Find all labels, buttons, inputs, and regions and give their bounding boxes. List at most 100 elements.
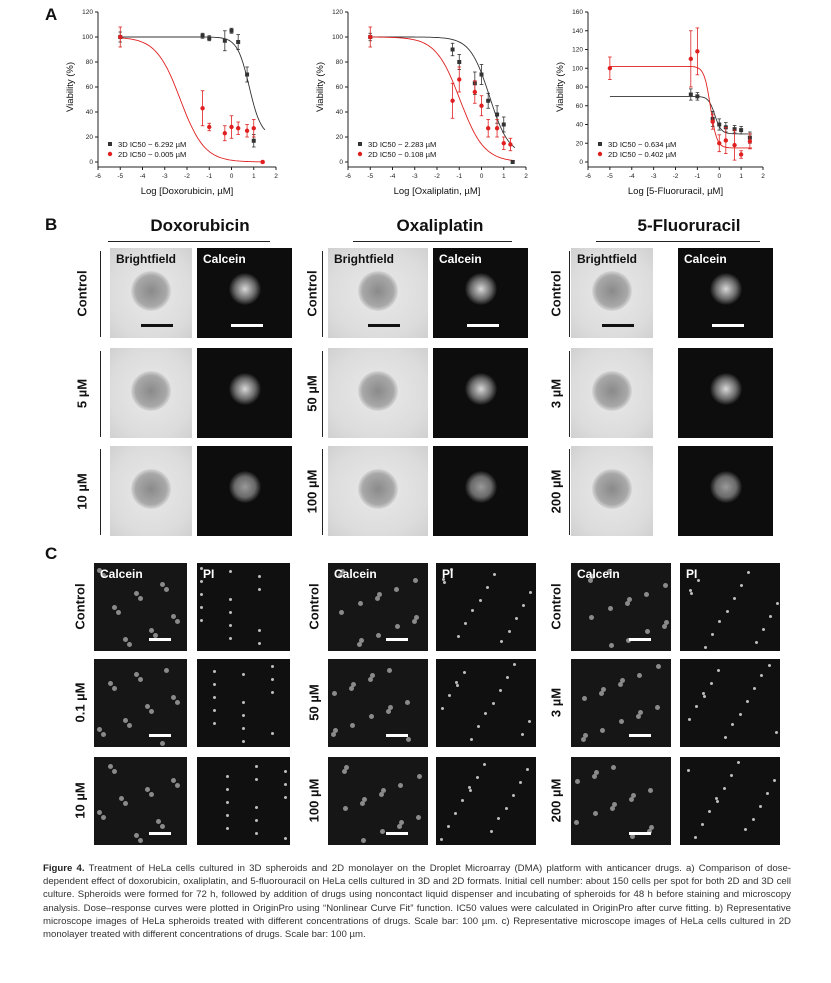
cell-dot: [160, 824, 165, 829]
data-point-2d: [688, 56, 694, 62]
scale-bar: [230, 324, 263, 327]
cell-dot: [343, 806, 348, 811]
y-tick-label: 100: [572, 65, 583, 72]
fit-curve-s3d: [370, 36, 516, 149]
cell-dot: [229, 637, 232, 640]
legend-entry: 3D IC50 ~ 6.292 µM: [118, 140, 186, 149]
cell-dot: [747, 571, 750, 574]
cell-dot: [690, 592, 693, 595]
cell-dot: [200, 606, 203, 609]
cell-dot: [229, 598, 232, 601]
row-label: 200 µM: [548, 469, 564, 514]
x-tick-label: 2: [274, 173, 278, 180]
pi-image: [680, 659, 780, 747]
data-point-2d: [368, 34, 373, 40]
x-tick-label: 1: [252, 173, 256, 180]
cell-dot: [242, 673, 245, 676]
cell-dot: [332, 691, 337, 696]
cell-dot: [484, 712, 487, 715]
calcein-image: [197, 348, 292, 438]
cell-dot: [645, 629, 650, 634]
scale-bar: [629, 832, 651, 835]
scale-bar: [386, 832, 408, 835]
cell-dot: [513, 663, 516, 666]
y-tick-label: 20: [86, 134, 94, 141]
row-label: 100 µM: [304, 469, 320, 514]
y-tick-label: 140: [572, 28, 583, 35]
cell-dot: [649, 825, 654, 830]
cell-dot: [581, 737, 586, 742]
cell-dot: [512, 794, 515, 797]
drug-title-underline: [353, 241, 512, 242]
cell-dot: [471, 609, 474, 612]
cell-dot: [636, 714, 641, 719]
cell-dot: [711, 633, 714, 636]
x-tick-label: 1: [502, 173, 506, 180]
cell-dot: [726, 610, 729, 613]
cell-dot: [470, 738, 473, 741]
spheroid-shape: [358, 271, 398, 311]
cell-dot: [476, 776, 479, 779]
spheroid-shape: [592, 271, 632, 311]
figure-caption-label: Figure 4.: [43, 863, 85, 874]
brightfield-image: [571, 348, 653, 438]
cell-dot: [611, 765, 616, 770]
cell-dot: [609, 643, 614, 648]
cell-dot: [156, 819, 161, 824]
data-point-2d: [118, 34, 123, 40]
cell-dot: [112, 769, 117, 774]
calcein-header: Calcein: [100, 567, 143, 581]
row-label: 50 µM: [304, 375, 320, 412]
cell-dot: [644, 592, 649, 597]
cell-dot: [689, 589, 692, 592]
pi-header: PI: [203, 567, 215, 581]
data-point-3d: [695, 94, 700, 99]
x-tick-label: -3: [651, 173, 657, 180]
cell-dot: [112, 605, 117, 610]
cell-dot: [752, 818, 755, 821]
cell-dot: [715, 797, 718, 800]
pi-image: PI: [197, 563, 290, 651]
cell-dot: [731, 723, 734, 726]
cell-dot: [600, 728, 605, 733]
cell-dot: [619, 719, 624, 724]
data-point-3d: [457, 60, 462, 64]
cell-dot: [629, 797, 634, 802]
cell-dot: [226, 775, 229, 778]
cell-dot: [395, 624, 400, 629]
cell-dot: [97, 568, 102, 573]
cell-dot: [255, 819, 258, 822]
cell-dot: [483, 763, 486, 766]
spheroid-shape: [358, 371, 398, 411]
calcein-image: Calcein: [678, 248, 773, 338]
cell-dot: [455, 681, 458, 684]
data-point-3d: [207, 36, 212, 41]
fit-curve-s2d: [370, 36, 515, 162]
data-point-3d: [251, 138, 256, 143]
cell-dot: [575, 779, 580, 784]
cell-dot: [138, 677, 143, 682]
x-tick-label: -3: [162, 173, 168, 180]
cell-dot: [526, 768, 529, 771]
cell-dot: [149, 709, 154, 714]
calcein-image: [328, 659, 428, 747]
cell-dot: [450, 568, 453, 571]
cell-dot: [762, 628, 765, 631]
y-tick-label: 60: [576, 103, 584, 110]
cell-dot: [441, 707, 444, 710]
fluorescent-spheroid: [709, 471, 742, 503]
cell-dot: [620, 678, 625, 683]
cell-dot: [226, 814, 229, 817]
data-point-3d: [236, 40, 241, 44]
cell-dot: [127, 723, 132, 728]
cell-dot: [376, 633, 381, 638]
cell-dot: [344, 765, 349, 770]
cell-dot: [149, 628, 154, 633]
data-point-2d: [717, 141, 722, 146]
data-point-3d: [200, 33, 205, 38]
spheroid-shape: [131, 371, 171, 411]
cell-dot: [717, 669, 720, 672]
cell-dot: [138, 838, 143, 843]
data-point-2d: [508, 142, 513, 147]
cell-dot: [759, 805, 762, 808]
